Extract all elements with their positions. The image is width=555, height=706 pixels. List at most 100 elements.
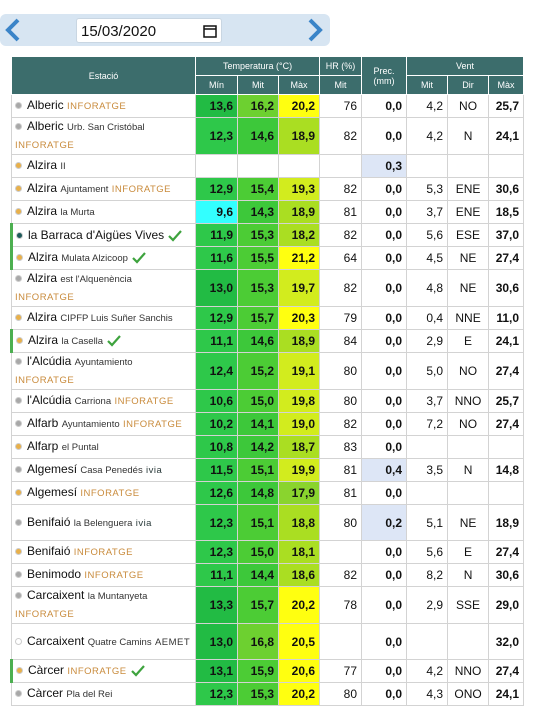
value-cell: NE <box>447 269 490 307</box>
value-cell: ESE <box>447 223 490 247</box>
station-name: Benimodo <box>27 567 82 581</box>
value-cell <box>319 623 363 660</box>
value-cell: 15,7 <box>237 586 279 624</box>
value-cell: NNO <box>447 659 490 683</box>
station-cell: Carcaixent Quatre Camins AEMET <box>11 623 196 660</box>
value-cell: 12,3 <box>195 504 238 541</box>
station-source: INFORATGE <box>80 488 140 499</box>
value-cell: 24,1 <box>488 682 525 706</box>
value-cell: 83 <box>319 435 363 459</box>
value-cell: 13,1 <box>195 659 238 683</box>
status-dot <box>15 275 22 283</box>
value-cell: 20,3 <box>277 306 321 330</box>
value-cell: 12,3 <box>195 540 238 564</box>
station-sub: Pla del Rei <box>66 689 113 700</box>
calendar-icon[interactable] <box>203 24 217 38</box>
value-cell: 30,6 <box>488 269 525 307</box>
value-cell: 18,2 <box>277 223 321 247</box>
value-cell: N <box>447 117 490 155</box>
station-source: INFORATGE <box>73 547 133 558</box>
station-source: INFORATGE <box>84 570 144 581</box>
value-cell <box>488 154 525 178</box>
value-cell: 13,0 <box>195 269 238 307</box>
value-cell: 0,0 <box>361 329 408 353</box>
prev-arrow[interactable] <box>4 18 22 42</box>
station-cell: l'Alcúdia Carriona INFORATGE <box>11 389 196 413</box>
station-row: la Barraca d'Aigües Vives 11,9 15,3 18,2 82 0… <box>10 223 525 247</box>
station-source: ivia <box>146 465 163 476</box>
station-row: Alfarb Ayuntamiento INFORATGE 10,2 14,1 19,… <box>11 412 525 436</box>
status-dot <box>15 123 22 131</box>
value-cell: 15,1 <box>237 504 279 541</box>
value-cell: 10,6 <box>195 389 238 413</box>
value-cell: 0,0 <box>361 246 408 270</box>
value-cell: 0,0 <box>361 412 408 436</box>
station-name: l'Alcúdia <box>27 393 72 407</box>
station-cell: Benifaió INFORATGE <box>11 540 196 564</box>
value-cell: ENE <box>447 200 490 224</box>
value-cell: 3,7 <box>406 200 449 224</box>
value-cell: 0,0 <box>361 481 408 505</box>
value-cell: 0,0 <box>361 563 408 587</box>
station-sub: Urb. San Cristóbal <box>67 122 145 133</box>
next-arrow[interactable] <box>306 18 324 42</box>
value-cell: 0,3 <box>361 154 408 178</box>
station-row: Alzira II 0,3 <box>11 154 525 178</box>
value-cell: 15,9 <box>237 659 279 683</box>
station-cell: Alzira II <box>11 154 196 178</box>
value-cell: 0,0 <box>361 177 408 201</box>
value-cell: 14,3 <box>237 200 279 224</box>
station-sub: Casa Penedés <box>80 465 143 476</box>
value-cell: NNO <box>447 389 490 413</box>
value-cell: 4,5 <box>406 246 449 270</box>
value-cell: 82 <box>319 177 363 201</box>
value-cell: 13,6 <box>195 94 238 118</box>
value-cell: 4,8 <box>406 269 449 307</box>
value-cell <box>406 623 449 660</box>
station-cell: Alfarp el Puntal <box>11 435 196 459</box>
value-cell <box>406 154 449 178</box>
station-sub: Ajuntament <box>60 184 109 195</box>
value-cell: 14,8 <box>237 481 279 505</box>
value-cell: 27,4 <box>488 352 525 390</box>
value-cell: 27,4 <box>488 659 525 683</box>
station-sub: la Muntanyeta <box>87 591 148 602</box>
value-cell: 20,2 <box>277 682 321 706</box>
value-cell: 12,3 <box>195 117 238 155</box>
value-cell: 16,2 <box>237 94 279 118</box>
station-row: Alzira la Murta 9,6 14,3 18,9 81 0,0 3,7 ENE 18,… <box>11 200 525 224</box>
value-cell: N <box>447 563 490 587</box>
value-cell: 15,3 <box>237 223 279 247</box>
station-name: Alzira <box>27 310 58 324</box>
check-icon <box>168 230 182 242</box>
value-cell: 11,6 <box>195 246 238 270</box>
value-cell <box>447 435 490 459</box>
value-cell: 81 <box>319 200 363 224</box>
station-row: Benimodo INFORATGE 11,1 14,4 18,6 82 0,0 8,2 N 3… <box>11 563 525 587</box>
value-cell <box>277 154 321 178</box>
value-cell: 18,9 <box>277 117 321 155</box>
station-row: Alzira est l'Alquenència INFORATGE 13,0 15… <box>11 269 525 307</box>
status-dot <box>15 548 22 556</box>
value-cell: 4,2 <box>406 659 449 683</box>
value-cell: 24,1 <box>488 117 525 155</box>
value-cell: 14,8 <box>488 458 525 482</box>
station-row: Alzira CIPFP Luis Suñer Sanchis 12,9 15,7 2… <box>11 306 525 330</box>
value-cell: 14,6 <box>237 117 279 155</box>
value-cell: 25,7 <box>488 389 525 413</box>
value-cell: 4,3 <box>406 682 449 706</box>
stations-table: Estació Temperatura (°C) HR (%) Prec. (mm) V… <box>10 56 525 706</box>
value-cell: NE <box>447 504 490 541</box>
station-row: Alberic Urb. San Cristóbal INFORATGE 12,3… <box>11 117 525 155</box>
value-cell <box>319 154 363 178</box>
station-sub: la Belenguera <box>73 517 133 529</box>
value-cell: 81 <box>319 458 363 482</box>
value-cell: 14,2 <box>237 435 279 459</box>
date-input[interactable]: 15/03/2020 <box>76 18 222 43</box>
station-cell: Benimodo INFORATGE <box>11 563 196 587</box>
value-cell: 19,3 <box>277 177 321 201</box>
check-icon <box>130 665 145 677</box>
station-name: Alfarp <box>27 439 59 453</box>
page: 15/03/2020 Estació Temperatura (°C) HR (%)… <box>0 14 525 706</box>
value-cell: 18,9 <box>277 329 321 353</box>
